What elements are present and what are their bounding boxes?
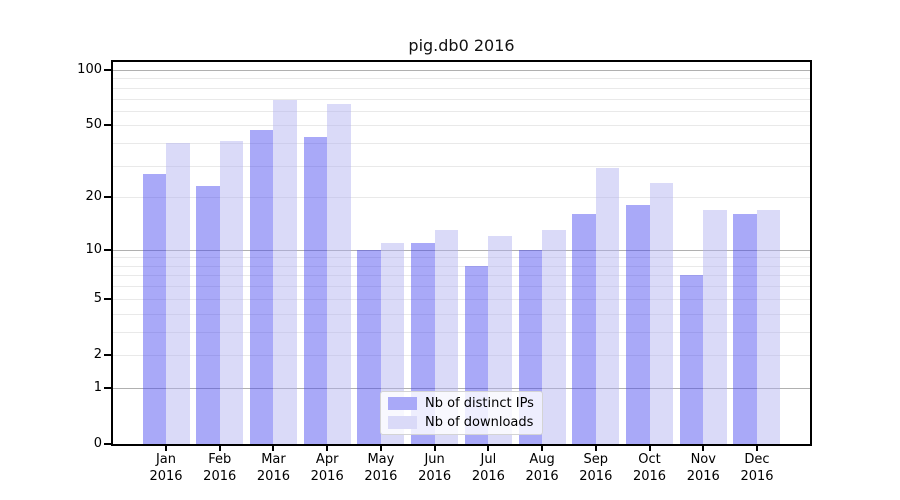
x-tick-label-sep: Sep 2016	[579, 452, 613, 484]
bar-distinct-ips-sep	[572, 214, 596, 444]
x-tick-may	[379, 446, 382, 451]
x-tick-aug	[541, 446, 544, 451]
bar-downloads-apr	[327, 104, 351, 444]
plot-area	[113, 60, 810, 444]
legend-item-distinct-ips: Nb of distinct IPs	[388, 396, 542, 411]
x-tick-label-jan: Jan 2016	[149, 452, 183, 484]
gridline-minor-90	[113, 78, 810, 80]
x-tick-label-nov: Nov 2016	[686, 452, 720, 484]
x-tick-jan	[165, 446, 167, 451]
y-tick-label-20: 20	[85, 189, 102, 205]
x-tick-label-feb: Feb 2016	[203, 452, 237, 484]
legend: Nb of distinct IPs Nb of downloads	[380, 391, 543, 435]
x-tick-oct	[648, 446, 651, 451]
bar-distinct-ips-may	[357, 249, 381, 444]
y-tick-2	[104, 353, 111, 356]
y-tick-label-50: 50	[85, 117, 102, 133]
bar-distinct-ips-jan	[142, 173, 166, 444]
bar-downloads-dec	[756, 209, 781, 444]
x-tick-label-mar: Mar 2016	[256, 452, 290, 484]
gridline-minor-20	[113, 197, 810, 199]
x-tick-label-aug: Aug 2016	[525, 452, 559, 484]
x-tick-apr	[326, 446, 329, 451]
bar-distinct-ips-oct	[626, 205, 650, 444]
legend-swatch-downloads	[388, 416, 417, 429]
bar-downloads-jun	[434, 230, 459, 444]
legend-label-distinct-ips: Nb of distinct IPs	[425, 396, 534, 411]
x-tick-label-oct: Oct 2016	[632, 452, 667, 484]
gridline-minor-9	[113, 257, 810, 259]
bar-downloads-aug	[542, 230, 566, 444]
y-tick-50	[104, 124, 111, 127]
x-tick-label-jul: Jul 2016	[471, 452, 505, 484]
bar-distinct-ips-dec	[733, 214, 757, 444]
x-tick-nov	[702, 446, 705, 451]
gridline-minor-5	[113, 298, 810, 300]
gridline-minor-70	[113, 98, 810, 100]
y-tick-0	[104, 443, 111, 445]
chart-title: pig.db0 2016	[408, 36, 515, 55]
x-tick-sep	[594, 446, 597, 451]
x-tick-label-may: May 2016	[364, 452, 398, 484]
top-spine	[111, 60, 812, 62]
x-tick-label-apr: Apr 2016	[310, 452, 344, 484]
legend-item-downloads: Nb of downloads	[388, 415, 542, 430]
y-tick-20	[104, 196, 111, 199]
gridline-minor-2	[113, 354, 810, 356]
y-tick-1	[104, 386, 111, 389]
x-tick-dec	[755, 446, 758, 451]
gridline-minor-4	[113, 313, 810, 315]
gridline-minor-50	[113, 125, 810, 127]
y-tick-100	[104, 68, 111, 71]
y-tick-label-1: 1	[93, 379, 102, 395]
bar-downloads-nov	[703, 209, 727, 444]
bottom-spine	[111, 444, 812, 446]
gridline-major-1	[113, 387, 810, 389]
bar-distinct-ips-mar	[249, 130, 274, 444]
gridline-major-10	[113, 249, 810, 251]
y-tick-label-2: 2	[93, 346, 102, 362]
left-spine	[111, 60, 113, 446]
gridline-minor-3	[113, 331, 810, 333]
y-tick-label-0: 0	[93, 436, 102, 451]
bar-downloads-feb	[219, 141, 244, 444]
y-tick-label-100: 100	[77, 61, 102, 77]
x-tick-feb	[218, 446, 221, 451]
y-tick-label-5: 5	[93, 290, 102, 306]
bar-downloads-jan	[166, 143, 190, 444]
x-tick-label-dec: Dec 2016	[740, 452, 774, 484]
x-tick-jul	[487, 446, 490, 451]
gridline-major-100	[113, 69, 810, 71]
gridline-minor-7	[113, 275, 810, 277]
gridline-minor-80	[113, 87, 810, 89]
bar-downloads-oct	[649, 183, 674, 444]
x-tick-jun	[433, 446, 436, 451]
gridline-minor-30	[113, 165, 810, 167]
y-tick-5	[104, 297, 111, 300]
gridline-minor-60	[113, 110, 810, 112]
right-spine	[810, 60, 812, 446]
x-tick-label-jun: Jun 2016	[418, 452, 452, 484]
y-tick-10	[104, 248, 111, 251]
gridline-minor-6	[113, 286, 810, 288]
legend-label-downloads: Nb of downloads	[425, 415, 534, 430]
bar-distinct-ips-feb	[196, 186, 220, 444]
x-tick-mar	[272, 446, 275, 451]
bar-downloads-sep	[595, 168, 620, 444]
legend-swatch-distinct-ips	[388, 397, 417, 410]
y-tick-label-10: 10	[85, 241, 102, 257]
bar-distinct-ips-nov	[679, 275, 704, 444]
gridline-minor-8	[113, 265, 810, 267]
bar-distinct-ips-apr	[303, 137, 328, 444]
bar-downloads-mar	[273, 99, 297, 444]
gridline-minor-40	[113, 143, 810, 145]
